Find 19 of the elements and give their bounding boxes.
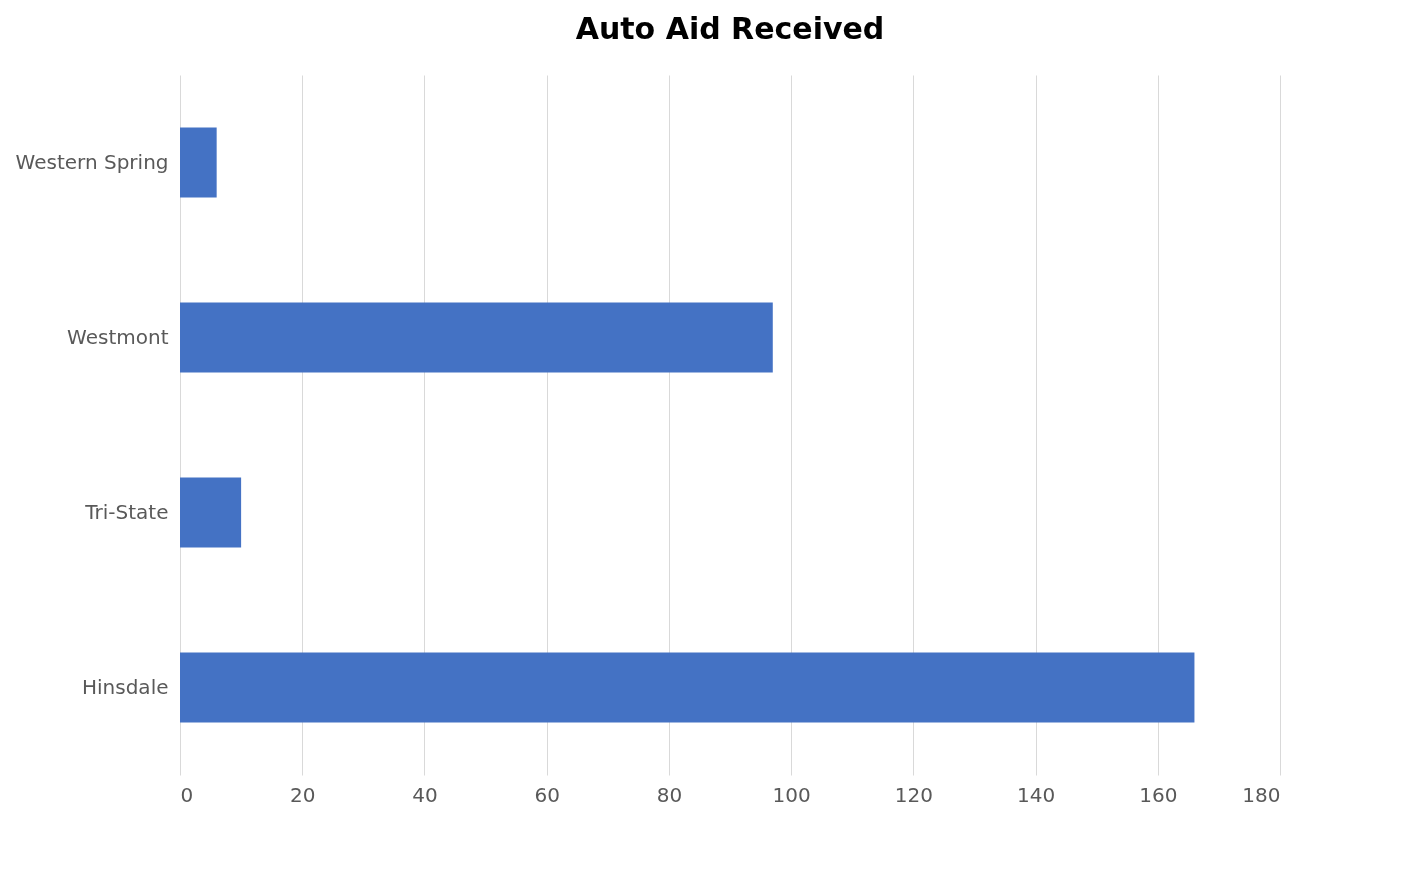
y-tick-label: Tri-State — [84, 499, 169, 524]
x-tick-label: 160 — [1139, 782, 1178, 807]
bar — [180, 302, 773, 373]
y-tick-label: Westmont — [67, 324, 169, 349]
x-tick-label: 60 — [534, 782, 560, 807]
x-tick-label: 0 — [180, 782, 194, 807]
bar — [180, 477, 242, 548]
x-tick-label: 120 — [894, 782, 933, 807]
chart-title: Auto Aid Received — [575, 11, 885, 46]
x-tick-label: 100 — [772, 782, 811, 807]
bar — [180, 127, 217, 198]
x-tick-label: 80 — [656, 782, 683, 807]
x-tick-label: 140 — [1016, 782, 1056, 807]
y-tick-label: Western Spring — [15, 149, 169, 174]
y-tick-label: Hinsdale — [81, 674, 169, 699]
x-tick-label: 20 — [290, 782, 316, 807]
x-tick-label: 180 — [1242, 782, 1281, 807]
bar — [180, 652, 1195, 723]
x-tick-label: 40 — [412, 782, 438, 807]
